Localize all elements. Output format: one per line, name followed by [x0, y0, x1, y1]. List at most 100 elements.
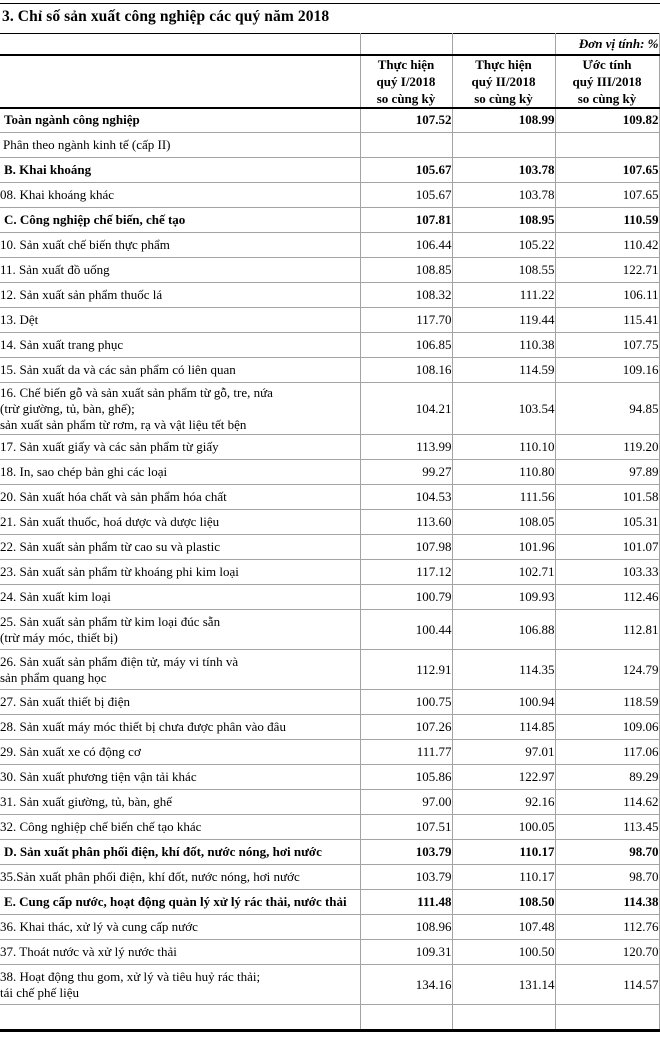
value-cell: 97.89 — [555, 459, 660, 485]
value-cell: 100.75 — [360, 689, 453, 715]
value-cell: 118.59 — [555, 689, 660, 715]
table-row: 29. Sản xuất xe có động cơ 111.77 97.01 117… — [0, 739, 660, 765]
value-cell: 105.67 — [360, 157, 453, 183]
row-label: 17. Sản xuất giấy và các sản phẩm từ giấ… — [0, 434, 361, 460]
table-row: 22. Sản xuất sản phẩm từ cao su và plast… — [0, 534, 660, 560]
table-row: 11. Sản xuất đồ uống 108.85 108.55 122.71 — [0, 257, 660, 283]
row-label: E. Cung cấp nước, hoạt động quản lý xử l… — [0, 889, 361, 915]
table-row: 20. Sản xuất hóa chất và sản phẩm hóa ch… — [0, 484, 660, 510]
value-cell: 103.33 — [555, 559, 660, 585]
value-cell — [555, 132, 660, 158]
value-cell: 103.79 — [360, 864, 453, 890]
value-cell: 107.51 — [360, 814, 453, 840]
value-cell: 114.35 — [452, 649, 556, 690]
value-cell: 106.85 — [360, 332, 453, 358]
header-empty-cell — [0, 54, 361, 109]
table-row: 18. In, sao chép bản ghi các loại 99.27 11… — [0, 459, 660, 485]
value-cell: 119.20 — [555, 434, 660, 460]
value-cell: 103.54 — [452, 382, 556, 435]
row-label: 08. Khai khoáng khác — [0, 182, 361, 208]
row-label: 26. Sản xuất sản phẩm điện tử, máy vi tí… — [0, 649, 361, 690]
value-cell: 107.81 — [360, 207, 453, 233]
table-row — [0, 1004, 660, 1031]
value-cell: 101.58 — [555, 484, 660, 510]
value-cell: 94.85 — [555, 382, 660, 435]
value-cell: 122.97 — [452, 764, 556, 790]
value-cell: 103.78 — [452, 182, 556, 208]
value-cell: 110.17 — [452, 839, 556, 865]
value-cell: 106.88 — [452, 609, 556, 650]
table-row: 28. Sản xuất máy móc thiết bị chưa được … — [0, 714, 660, 740]
value-cell: 134.16 — [360, 964, 453, 1005]
row-label: D. Sản xuất phân phối điện, khí đốt, nướ… — [0, 839, 361, 865]
value-cell: 114.57 — [555, 964, 660, 1005]
row-label: 37. Thoát nước và xử lý nước thải — [0, 939, 361, 965]
table-row: 17. Sản xuất giấy và các sản phẩm từ giấ… — [0, 434, 660, 460]
value-cell: 104.21 — [360, 382, 453, 435]
value-cell: 110.42 — [555, 232, 660, 258]
value-cell: 109.31 — [360, 939, 453, 965]
value-cell: 108.05 — [452, 509, 556, 535]
value-cell: 105.67 — [360, 182, 453, 208]
value-cell: 124.79 — [555, 649, 660, 690]
value-cell: 114.59 — [452, 357, 556, 383]
unit-row: Đơn vị tính: % — [0, 33, 660, 56]
row-label: 20. Sản xuất hóa chất và sản phẩm hóa ch… — [0, 484, 361, 510]
value-cell: 105.31 — [555, 509, 660, 535]
row-label: 12. Sản xuất sản phẩm thuốc lá — [0, 282, 361, 308]
value-cell: 108.99 — [452, 107, 556, 133]
value-cell: 108.55 — [452, 257, 556, 283]
value-cell: 117.70 — [360, 307, 453, 333]
table-row: 10. Sản xuất chế biến thực phẩm 106.44 105… — [0, 232, 660, 258]
value-cell: 109.06 — [555, 714, 660, 740]
value-cell: 100.94 — [452, 689, 556, 715]
value-cell: 107.65 — [555, 157, 660, 183]
table-row: 15. Sản xuất da và các sản phẩm có liên … — [0, 357, 660, 383]
row-label: 21. Sản xuất thuốc, hoá dược và dược liệ… — [0, 509, 361, 535]
row-label — [0, 1004, 361, 1031]
value-cell: 101.07 — [555, 534, 660, 560]
value-cell: 98.70 — [555, 864, 660, 890]
top-horizontal-rule — [0, 3, 660, 4]
value-cell: 113.45 — [555, 814, 660, 840]
value-cell: 100.79 — [360, 584, 453, 610]
row-label: 22. Sản xuất sản phẩm từ cao su và plast… — [0, 534, 361, 560]
value-cell: 122.71 — [555, 257, 660, 283]
value-cell: 113.60 — [360, 509, 453, 535]
value-cell: 131.14 — [452, 964, 556, 1005]
value-cell: 110.59 — [555, 207, 660, 233]
value-cell: 107.98 — [360, 534, 453, 560]
value-cell: 114.62 — [555, 789, 660, 815]
table-row: 36. Khai thác, xử lý và cung cấp nước 108… — [0, 914, 660, 940]
row-label: 11. Sản xuất đồ uống — [0, 257, 361, 283]
table-row: Toàn ngành công nghiệp 107.52 108.99 109.82 — [0, 107, 660, 133]
value-cell: 104.53 — [360, 484, 453, 510]
value-cell: 111.48 — [360, 889, 453, 915]
row-label: 36. Khai thác, xử lý và cung cấp nước — [0, 914, 361, 940]
value-cell: 119.44 — [452, 307, 556, 333]
column-header: Ước tính quý III/2018 so cùng kỳ — [555, 54, 660, 109]
table-row: 24. Sản xuất kim loại 100.79 109.93 112.46 — [0, 584, 660, 610]
value-cell: 107.75 — [555, 332, 660, 358]
row-label: 25. Sản xuất sản phẩm từ kim loại đúc sẵ… — [0, 609, 361, 650]
row-label: Phân theo ngành kinh tế (cấp II) — [0, 132, 361, 158]
unit-note: Đơn vị tính: % — [555, 33, 660, 56]
row-label: 15. Sản xuất da và các sản phẩm có liên … — [0, 357, 361, 383]
row-label: Toàn ngành công nghiệp — [0, 107, 361, 133]
table-row: 13. Dệt 117.70 119.44 115.41 — [0, 307, 660, 333]
table-row: 27. Sản xuất thiết bị điện 100.75 100.94 11… — [0, 689, 660, 715]
value-cell: 115.41 — [555, 307, 660, 333]
row-label: 30. Sản xuất phương tiện vận tải khác — [0, 764, 361, 790]
column-header: Thực hiện quý I/2018 so cùng kỳ — [360, 54, 453, 109]
value-cell: 111.77 — [360, 739, 453, 765]
value-cell: 100.44 — [360, 609, 453, 650]
row-label: 16. Chế biến gỗ và sản xuất sản phẩm từ … — [0, 382, 361, 435]
row-label: 29. Sản xuất xe có động cơ — [0, 739, 361, 765]
table-row: 21. Sản xuất thuốc, hoá dược và dược liệ… — [0, 509, 660, 535]
value-cell: 110.10 — [452, 434, 556, 460]
row-label: 38. Hoạt động thu gom, xử lý và tiêu huỷ… — [0, 964, 361, 1005]
unit-row-empty-cell — [452, 33, 556, 56]
value-cell: 108.96 — [360, 914, 453, 940]
row-label: 24. Sản xuất kim loại — [0, 584, 361, 610]
row-label: 23. Sản xuất sản phẩm từ khoáng phi kim … — [0, 559, 361, 585]
